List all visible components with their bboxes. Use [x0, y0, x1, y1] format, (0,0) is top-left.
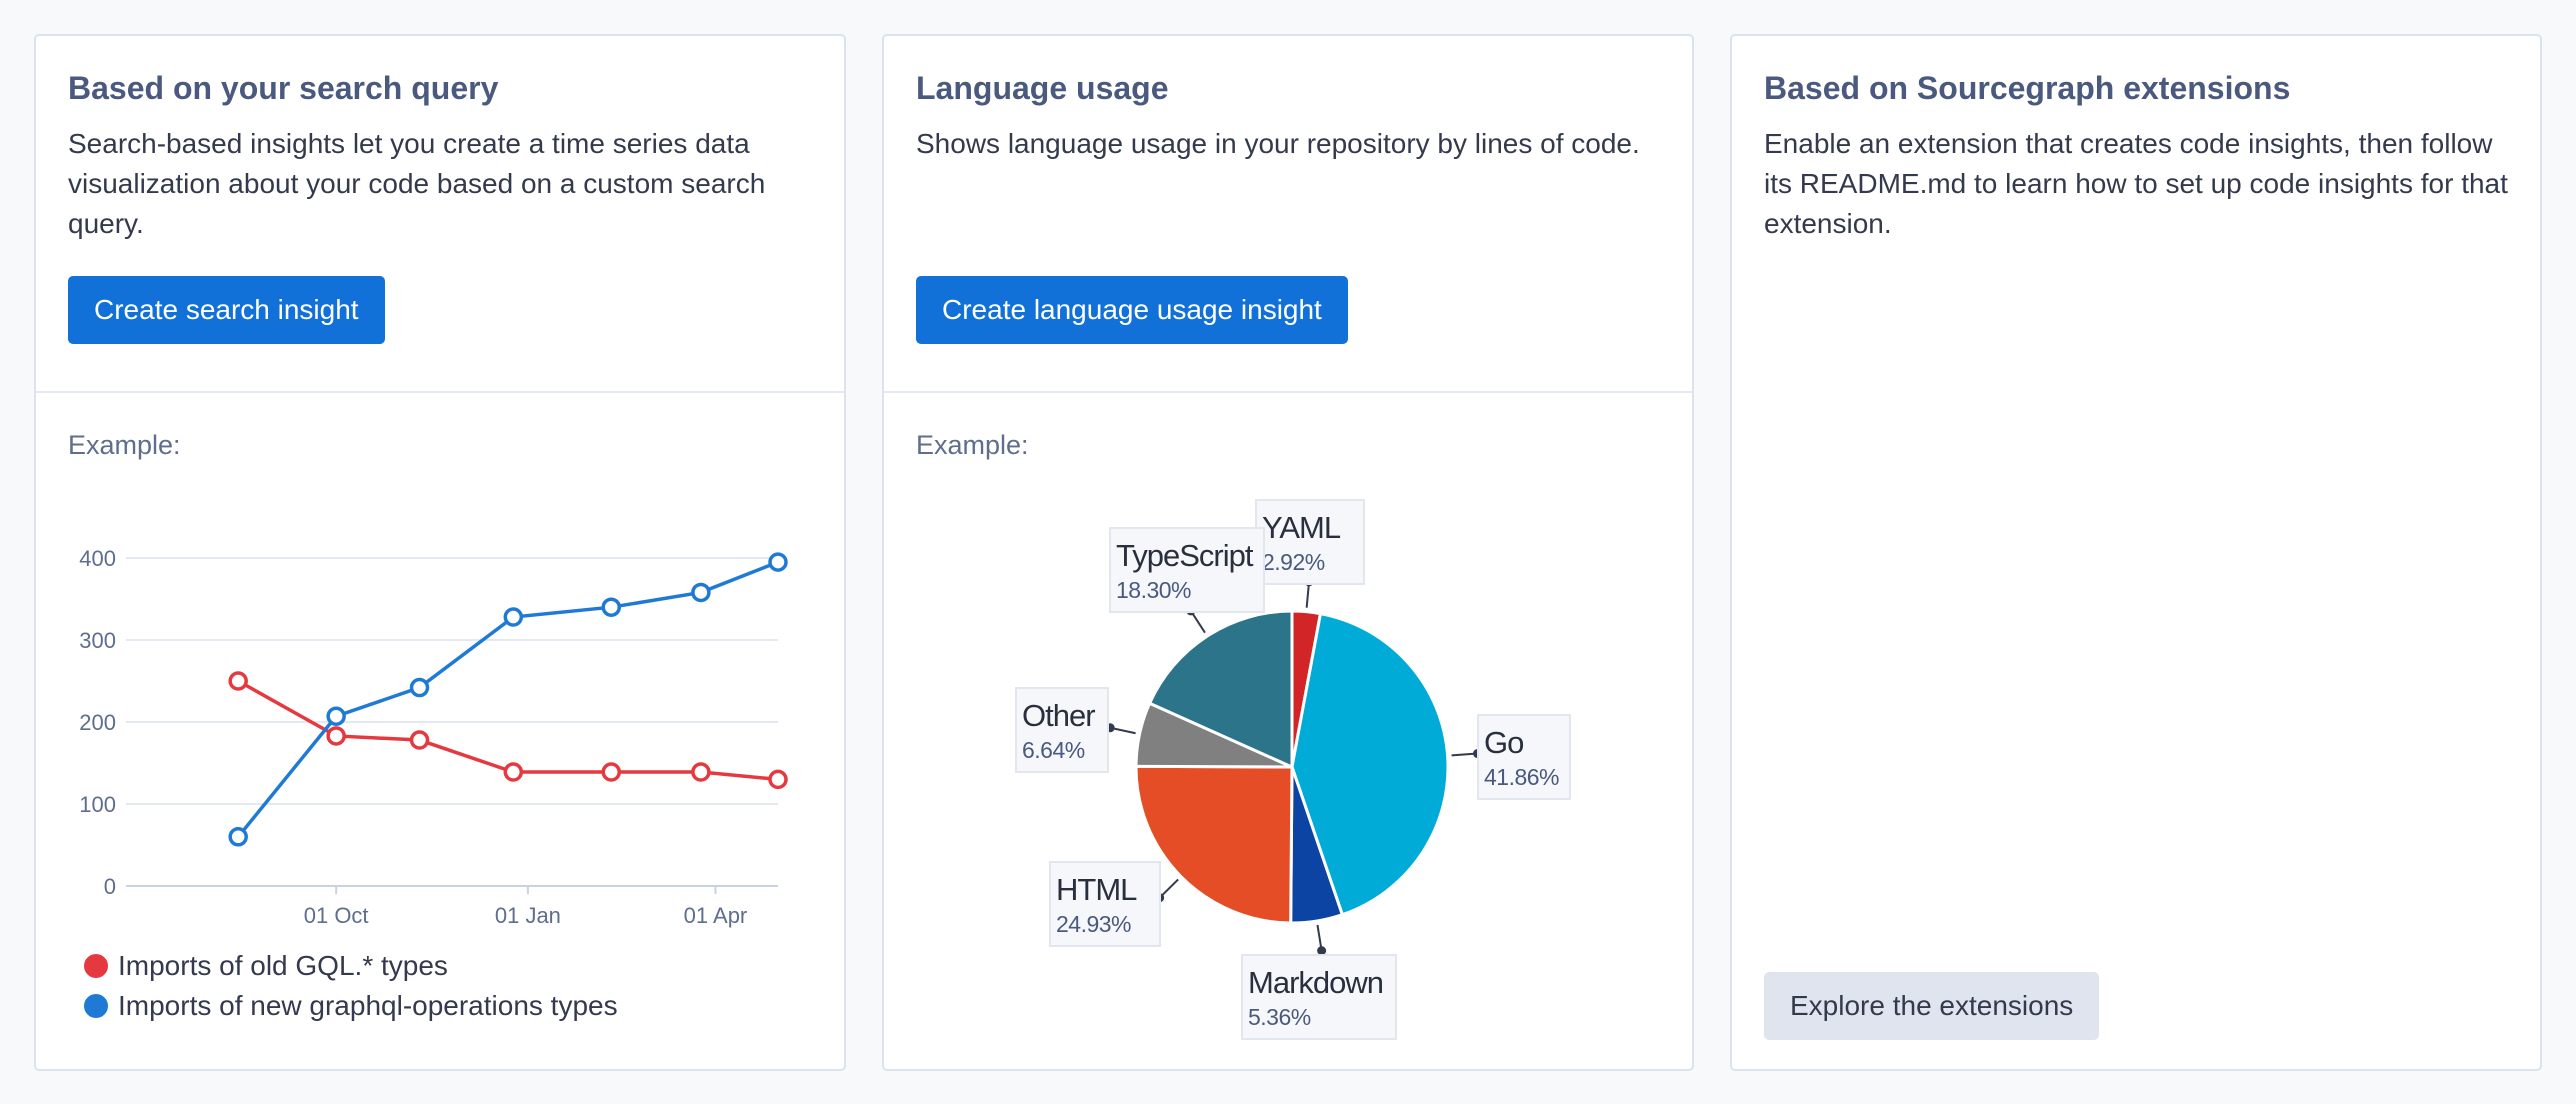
pie-label-box — [1255, 499, 1365, 585]
data-point — [409, 730, 430, 750]
data-point — [691, 762, 711, 782]
card-title: Based on Sourcegraph extensions — [1764, 70, 2291, 106]
y-tick-label: 0 — [104, 874, 116, 899]
data-point — [503, 762, 524, 782]
y-tick-label: 400 — [79, 546, 116, 571]
pie-label-value: 6.64% — [1022, 737, 1085, 763]
pie-label-value: 41.86% — [1484, 764, 1559, 790]
card-divider — [36, 391, 844, 393]
explore-extensions-button[interactable]: Explore the extensions — [1764, 972, 2100, 1040]
card-title: Language usage — [916, 70, 1169, 106]
pie-label-box — [1477, 714, 1571, 800]
extensions-card: Based on Sourcegraph extensions Enable a… — [1730, 34, 2542, 1071]
y-tick-label: 300 — [79, 628, 116, 653]
legend-label: Imports of old GQL.* types — [118, 950, 448, 981]
pie-slice — [1147, 609, 1294, 770]
create-search-insight-button[interactable]: Create search insight — [68, 276, 385, 344]
card-title: Based on your search query — [68, 70, 499, 106]
example-label: Example: — [916, 430, 1029, 460]
x-tick-label: 01 Jan — [495, 903, 561, 928]
data-point — [228, 827, 248, 847]
pie-label-name: Go — [1484, 725, 1523, 760]
card-divider — [884, 391, 1692, 393]
create-language-usage-insight-button[interactable]: Create language usage insight — [916, 276, 1348, 344]
y-tick-label: 100 — [79, 792, 116, 817]
pie-label-box — [1241, 954, 1397, 1040]
legend-item: Imports of old GQL.* types — [84, 946, 618, 986]
chart-legend: Imports of old GQL.* types Imports of new… — [84, 946, 618, 1026]
x-tick-label: 01 Oct — [304, 903, 369, 928]
pie-label-value: 24.93% — [1056, 911, 1131, 937]
pie-label-box — [1109, 527, 1265, 613]
data-point — [503, 607, 524, 627]
pie-label-name: Other — [1022, 698, 1095, 733]
y-tick-label: 200 — [79, 710, 116, 735]
data-point — [601, 597, 622, 617]
series-line — [236, 560, 779, 838]
language-usage-card: Language usage Shows language usage in y… — [882, 34, 1694, 1071]
x-tick-label: 01 Apr — [684, 903, 748, 928]
pie-slice — [1134, 764, 1294, 925]
data-point — [601, 762, 622, 782]
data-point — [326, 726, 346, 746]
data-point — [409, 677, 430, 698]
data-point — [768, 769, 788, 790]
pie-label-value: 18.30% — [1116, 577, 1191, 603]
legend-swatch — [84, 994, 108, 1018]
card-description: Search-based insights let you create a t… — [68, 128, 766, 239]
data-point — [228, 671, 248, 691]
pie-label-name: HTML — [1056, 872, 1137, 907]
example-label: Example: — [68, 430, 181, 460]
pie-label-value: 5.36% — [1248, 1004, 1311, 1030]
pie-label-box — [1049, 861, 1161, 947]
label-anchor — [1317, 946, 1327, 956]
data-point — [691, 582, 711, 603]
pie-label-name: YAML — [1262, 510, 1341, 545]
line-chart: 0 100 200 300 400 01 Oct 01 Jan 01 Apr — [79, 546, 788, 928]
pie-label-name: Markdown — [1248, 965, 1383, 1000]
legend-swatch — [84, 954, 108, 978]
search-insight-card: Based on your search query Search-based … — [34, 34, 846, 1071]
data-point — [768, 552, 788, 572]
pie-label-name: TypeScript — [1116, 538, 1254, 573]
card-description: Shows language usage in your repository … — [916, 128, 1640, 159]
legend-item: Imports of new graphql-operations types — [84, 986, 618, 1026]
pie-label-box — [1015, 687, 1109, 773]
data-point — [326, 706, 346, 727]
card-description: Enable an extension that creates code in… — [1764, 128, 2508, 239]
pie-slice — [1290, 611, 1450, 917]
legend-label: Imports of new graphql-operations types — [118, 990, 618, 1021]
pie-chart: YAML 2.92% Go 41.86% Markdown 5.36% HTML 24.93%… — [1015, 499, 1571, 1040]
pie-label-value: 2.92% — [1262, 549, 1325, 575]
